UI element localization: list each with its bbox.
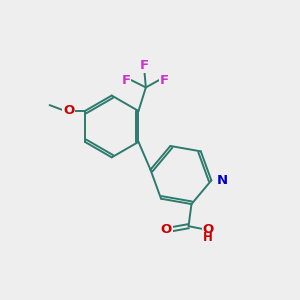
- Text: N: N: [217, 174, 228, 187]
- Text: F: F: [121, 74, 130, 87]
- Text: O: O: [63, 104, 74, 118]
- Text: F: F: [140, 59, 149, 72]
- Text: O: O: [161, 223, 172, 236]
- Text: H: H: [203, 231, 213, 244]
- Text: F: F: [160, 74, 169, 87]
- Text: O: O: [202, 223, 214, 236]
